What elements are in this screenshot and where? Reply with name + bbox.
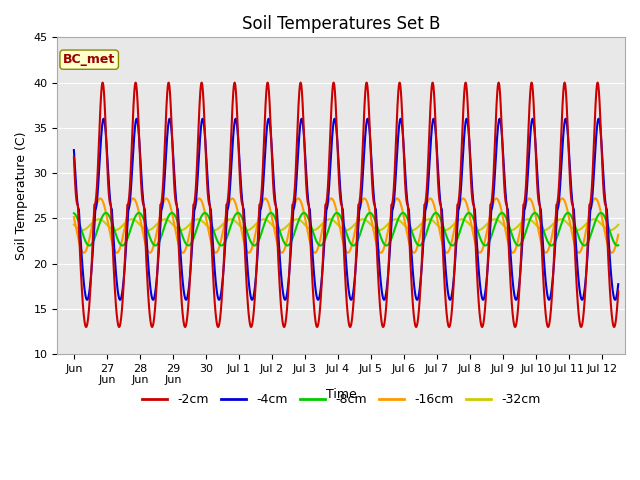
- Title: Soil Temperatures Set B: Soil Temperatures Set B: [242, 15, 440, 33]
- Legend: -2cm, -4cm, -8cm, -16cm, -32cm: -2cm, -4cm, -8cm, -16cm, -32cm: [137, 388, 545, 411]
- Text: BC_met: BC_met: [63, 53, 115, 66]
- X-axis label: Time: Time: [326, 388, 356, 401]
- Y-axis label: Soil Temperature (C): Soil Temperature (C): [15, 132, 28, 260]
